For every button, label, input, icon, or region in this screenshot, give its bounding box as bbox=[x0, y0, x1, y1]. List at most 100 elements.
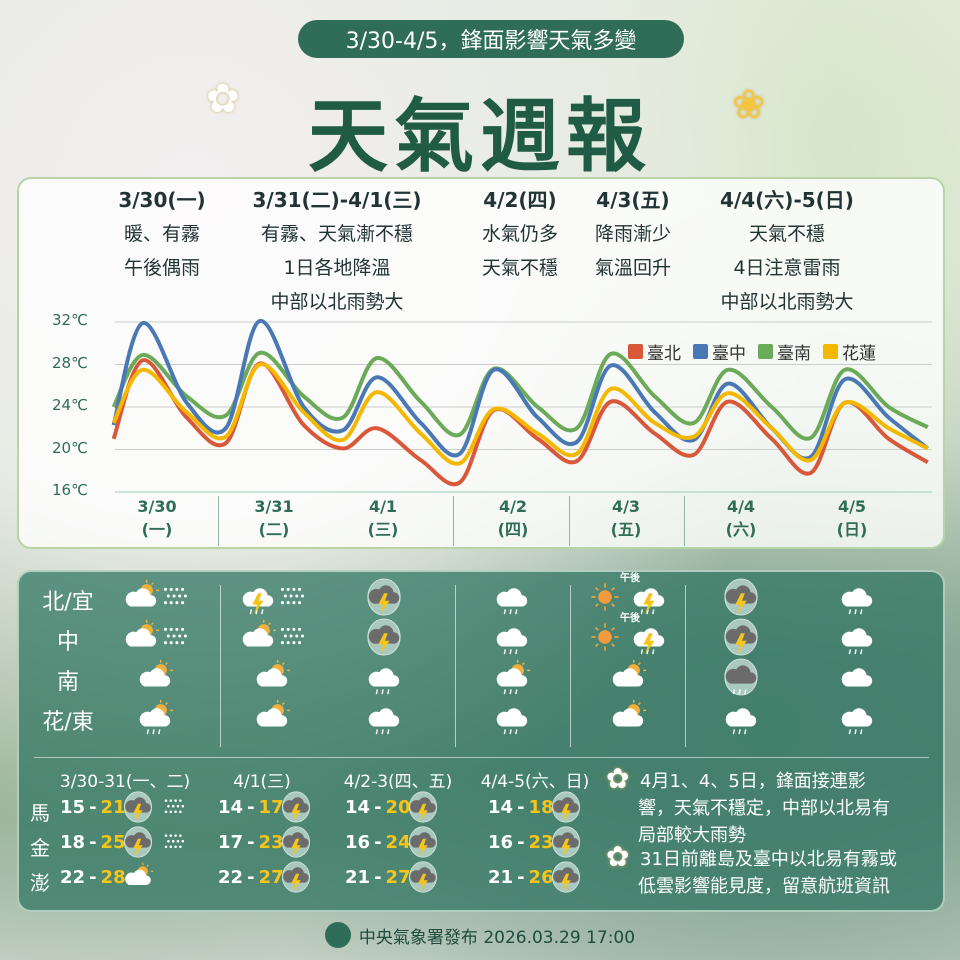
x-tick-label: 4/4 bbox=[726, 497, 756, 516]
temp-high: 18 bbox=[528, 797, 554, 818]
legend-swatch bbox=[758, 344, 773, 359]
temp-low: 18 bbox=[60, 832, 86, 853]
x-tick-label: 3/30 bbox=[137, 497, 177, 516]
region-label: 中 bbox=[56, 630, 79, 655]
period-description: 4日注意雷雨 bbox=[733, 257, 841, 279]
x-tick-weekday: (五) bbox=[610, 520, 642, 539]
storm-circle-icon bbox=[552, 791, 580, 823]
series-line-花蓮 bbox=[111, 362, 929, 466]
temperature-panel bbox=[17, 177, 945, 549]
period-description: 暖、有霧 bbox=[123, 223, 200, 245]
y-tick-label: 16℃ bbox=[52, 481, 88, 499]
temp-dash: - bbox=[374, 797, 382, 818]
legend-item: 臺北 bbox=[628, 339, 681, 364]
temp-high: 26 bbox=[528, 867, 554, 888]
island-label: 金 bbox=[30, 836, 50, 860]
region-label: 南 bbox=[56, 670, 79, 695]
temp-dash: - bbox=[89, 832, 97, 853]
island-temperature: 14-17 bbox=[218, 797, 284, 818]
axis-divider bbox=[684, 496, 685, 546]
period-description: 天氣不穩 bbox=[748, 223, 825, 245]
rain-icon bbox=[841, 708, 873, 735]
island-period-header: 4/4-5(六、日) bbox=[480, 772, 590, 792]
storm-circle-icon bbox=[409, 791, 437, 823]
period-description: 中部以北雨勢大 bbox=[270, 291, 404, 313]
temp-dash: - bbox=[517, 867, 525, 888]
temp-dash: - bbox=[374, 867, 382, 888]
fog-icon bbox=[164, 799, 185, 814]
island-temperature: 22-27 bbox=[218, 867, 284, 888]
x-tick-label: 4/1 bbox=[368, 497, 398, 516]
y-tick-label: 24℃ bbox=[52, 396, 88, 414]
rain-icon bbox=[496, 588, 528, 615]
y-tick-label: 32℃ bbox=[52, 311, 88, 329]
note-text: 4月1、4、5日，鋒面接連影 bbox=[640, 771, 866, 792]
legend-label: 臺中 bbox=[712, 344, 746, 364]
rain-icon bbox=[841, 588, 873, 615]
note-text: 低雲影響能見度，留意航班資訊 bbox=[638, 876, 890, 897]
x-tick-label: 3/31 bbox=[254, 497, 294, 516]
storm-circle-icon bbox=[724, 578, 758, 616]
x-tick-weekday: (一) bbox=[141, 520, 173, 539]
island-period-header: 4/2-3(四、五) bbox=[343, 772, 453, 792]
series-line-臺南 bbox=[111, 350, 929, 441]
period-title: 4/2(四) bbox=[483, 188, 557, 212]
storm-circle-icon bbox=[282, 791, 310, 823]
rain-icon bbox=[725, 708, 757, 735]
page-title: 天氣週報 bbox=[308, 90, 652, 183]
flower-decoration-icon: ✿ bbox=[206, 76, 240, 122]
fog-icon bbox=[280, 587, 304, 605]
period-title: 3/31(二)-4/1(三) bbox=[252, 188, 422, 212]
island-temperature: 17-23 bbox=[218, 832, 284, 853]
island-label: 澎 bbox=[30, 871, 50, 895]
rain-icon bbox=[841, 628, 873, 655]
island-label: 馬 bbox=[30, 801, 50, 825]
island-temperature: 21-26 bbox=[488, 867, 554, 888]
legend-swatch bbox=[628, 344, 643, 359]
legend-item: 臺南 bbox=[758, 339, 811, 364]
y-tick-label: 28℃ bbox=[52, 353, 88, 372]
temp-low: 14 bbox=[218, 797, 244, 818]
partly-icon bbox=[125, 579, 160, 607]
partly-icon bbox=[256, 699, 291, 727]
thunder-shower-icon bbox=[242, 588, 274, 615]
storm-circle-icon bbox=[124, 826, 152, 858]
sun-icon bbox=[590, 582, 620, 612]
fog-icon bbox=[163, 587, 187, 605]
temp-low: 21 bbox=[488, 867, 514, 888]
legend-item: 花蓮 bbox=[823, 339, 876, 364]
afternoon-label: 午後 bbox=[620, 613, 640, 624]
temp-dash: - bbox=[517, 797, 525, 818]
island-temperature: 22-28 bbox=[60, 867, 126, 888]
temp-dash: - bbox=[89, 867, 97, 888]
island-temperature: 14-18 bbox=[488, 797, 554, 818]
temp-high: 24 bbox=[385, 832, 411, 853]
afternoon-label: 午後 bbox=[620, 573, 640, 584]
temp-low: 17 bbox=[218, 832, 244, 853]
flower-decoration-icon: ❀ bbox=[732, 82, 766, 128]
x-tick-label: 4/2 bbox=[498, 497, 528, 516]
period-title: 4/3(五) bbox=[596, 188, 670, 212]
regional-weather-panel bbox=[17, 570, 945, 912]
period-description: 水氣仍多 bbox=[481, 223, 558, 245]
x-tick-weekday: (二) bbox=[258, 520, 290, 539]
chart-legend: 臺北 臺中 臺南 花蓮 bbox=[628, 339, 876, 364]
axis-divider bbox=[453, 496, 454, 546]
partly-icon bbox=[125, 861, 154, 885]
island-period-header: 4/1(三) bbox=[233, 772, 291, 792]
section-divider bbox=[34, 757, 929, 758]
temp-dash: - bbox=[247, 797, 255, 818]
rain-icon bbox=[496, 628, 528, 655]
axis-divider bbox=[569, 496, 570, 546]
period-description: 有霧、天氣漸不穩 bbox=[260, 223, 413, 245]
storm-circle-icon bbox=[282, 861, 310, 893]
temp-low: 22 bbox=[218, 867, 244, 888]
island-temperature: 18-25 bbox=[60, 832, 126, 853]
island-period-header: 3/30-31(一、二) bbox=[59, 772, 191, 792]
legend-label: 花蓮 bbox=[842, 344, 876, 364]
fog-icon bbox=[280, 627, 304, 645]
island-temperature: 16-23 bbox=[488, 832, 554, 853]
storm-circle-icon bbox=[409, 861, 437, 893]
period-title: 3/30(一) bbox=[118, 188, 206, 212]
